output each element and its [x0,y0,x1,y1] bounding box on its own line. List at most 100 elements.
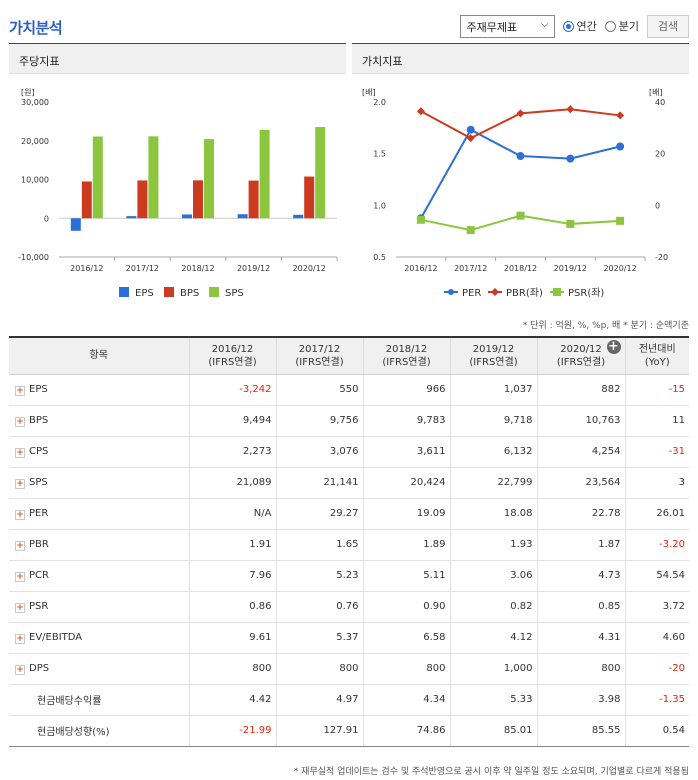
x-tick-label: 2017/12 [454,264,487,273]
row-label-cell[interactable]: + BPS [9,405,189,437]
point [516,211,525,220]
legend-label: BPS [180,288,199,299]
header-col: 전년대비 (YoY) [624,337,689,375]
legend-swatch [119,287,129,297]
table-cell: 9,718 [449,405,537,437]
x-tick-label: 2017/12 [126,264,159,273]
table-cell: 966 [362,374,450,406]
y-tick-label-left: 1.5 [373,150,386,159]
bar-bps [304,176,315,219]
table-cell: 3.06 [449,560,537,592]
per-share-panel-title: 주당지표 [9,44,346,74]
add-column-icon[interactable]: + [606,339,621,354]
header-col: 2019/12 (IFRS연결) [449,337,537,375]
table-cell: 0.85 [536,591,625,623]
expand-icon[interactable]: + [15,540,25,551]
bar-sps [315,126,326,219]
expand-icon[interactable]: + [15,571,25,582]
table-header-row: 항목 2016/12 (IFRS연결) 2017/12 (IFRS연결) 2018/12(… [9,337,689,375]
row-label: BPS [29,414,49,426]
table-cell: 4.60 [624,622,689,654]
header-sublabel: (IFRS연결) [556,356,606,368]
expand-icon[interactable]: + [15,478,25,489]
x-tick-label: 2018/12 [181,264,214,273]
y-axis-label-left: [배] [362,88,376,97]
table-cell: 3.98 [536,684,625,716]
table-row: + SPS 21,089 21,141 20,424 22,799 23,564 3 [9,467,689,499]
expand-icon[interactable]: + [15,602,25,613]
radio-unselected-icon[interactable] [604,20,616,32]
table-cell: 9,756 [275,405,363,437]
table-cell: 26.01 [624,498,689,530]
row-label-cell[interactable]: + CPS [9,436,189,468]
header-label: 2020/12 [560,343,602,355]
point [516,109,525,118]
header-col: 2020/12 (IFRS연결) + [536,337,625,375]
row-label-cell[interactable]: + DPS [9,653,189,685]
radio-annual[interactable]: 연간 [562,18,597,34]
bar-eps [70,218,81,231]
legend-marker [448,289,454,295]
table-cell: 1,037 [449,374,537,406]
table-cell: 10,763 [536,405,625,437]
header-sublabel: (IFRS연결) [295,356,344,368]
row-label-cell[interactable]: + PSR [9,591,189,623]
table-cell: 3.72 [624,591,689,623]
row-label: PER [29,507,49,519]
expand-icon[interactable]: + [15,416,25,427]
table-cell: 74.86 [362,715,450,747]
statement-select[interactable]: 주재무제표 ⌵ [459,14,555,38]
chevron-down-icon: ⌵ [540,18,549,30]
row-label-cell[interactable]: + SPS [9,467,189,499]
radio-selected-icon[interactable] [562,20,574,32]
table-row: + PBR 1.91 1.65 1.89 1.93 1.87 -3.20 [9,529,689,561]
footnote: * 재무실적 업데이트는 검수 및 주석반영으로 공시 이후 약 일주일 정도 … [293,767,689,777]
table-row: 현금배당성향(%) -21.99 127.91 74.86 85.01 85.55 0.54 [9,715,689,747]
table-cell: 9,783 [362,405,450,437]
row-label: PBR [29,538,49,550]
legend-label: PSR(좌) [568,287,604,299]
row-label: PSR [29,600,49,612]
radio-annual-label: 연간 [576,20,597,33]
x-tick-label: 2019/12 [554,264,587,273]
expand-icon[interactable]: + [15,633,25,644]
radio-quarter[interactable]: 분기 [604,18,639,34]
bar-eps [182,214,192,219]
point [466,125,475,134]
header-label: 2016/12 [211,343,254,355]
legend-label: SPS [225,288,244,299]
expand-icon[interactable]: + [15,664,25,675]
table-row: + PCR 7.96 5.23 5.11 3.06 4.73 54.54 [9,560,689,592]
row-label: DPS [29,662,50,674]
point [616,142,625,151]
expand-icon[interactable]: + [15,447,25,458]
legend-swatch [164,287,174,297]
table-cell: 4,254 [536,436,625,468]
y-tick-label-right: 0 [655,201,660,210]
table-cell: 0.82 [449,591,537,623]
valuation-panel-title: 가치지표 [352,44,689,74]
header-label: 2018/12 [385,343,428,355]
row-label: EPS [29,383,48,395]
table-row: + CPS 2,273 3,076 3,611 6,132 4,254 -31 [9,436,689,468]
x-tick-label: 2016/12 [404,264,437,273]
row-label-cell[interactable]: + PCR [9,560,189,592]
header-label: 2019/12 [472,343,515,355]
row-label-cell[interactable]: + PER [9,498,189,530]
y-axis-label: [원] [21,88,35,97]
table-cell: 21,141 [275,467,363,499]
table-cell: 21,089 [188,467,276,499]
table-cell: 0.76 [275,591,363,623]
search-button[interactable]: 검색 [647,14,689,38]
bar-eps [126,216,137,219]
table-cell: 18.08 [449,498,537,530]
table-cell: 800 [275,653,363,685]
row-label-cell[interactable]: + EPS [9,374,189,406]
row-label-cell[interactable]: + PBR [9,529,189,561]
table-cell: 4.97 [275,684,363,716]
row-label-cell[interactable]: + EV/EBITDA [9,622,189,654]
expand-icon[interactable]: + [15,385,25,396]
table-cell: 2,273 [188,436,276,468]
expand-icon[interactable]: + [15,509,25,520]
table-cell: 1.65 [275,529,363,561]
